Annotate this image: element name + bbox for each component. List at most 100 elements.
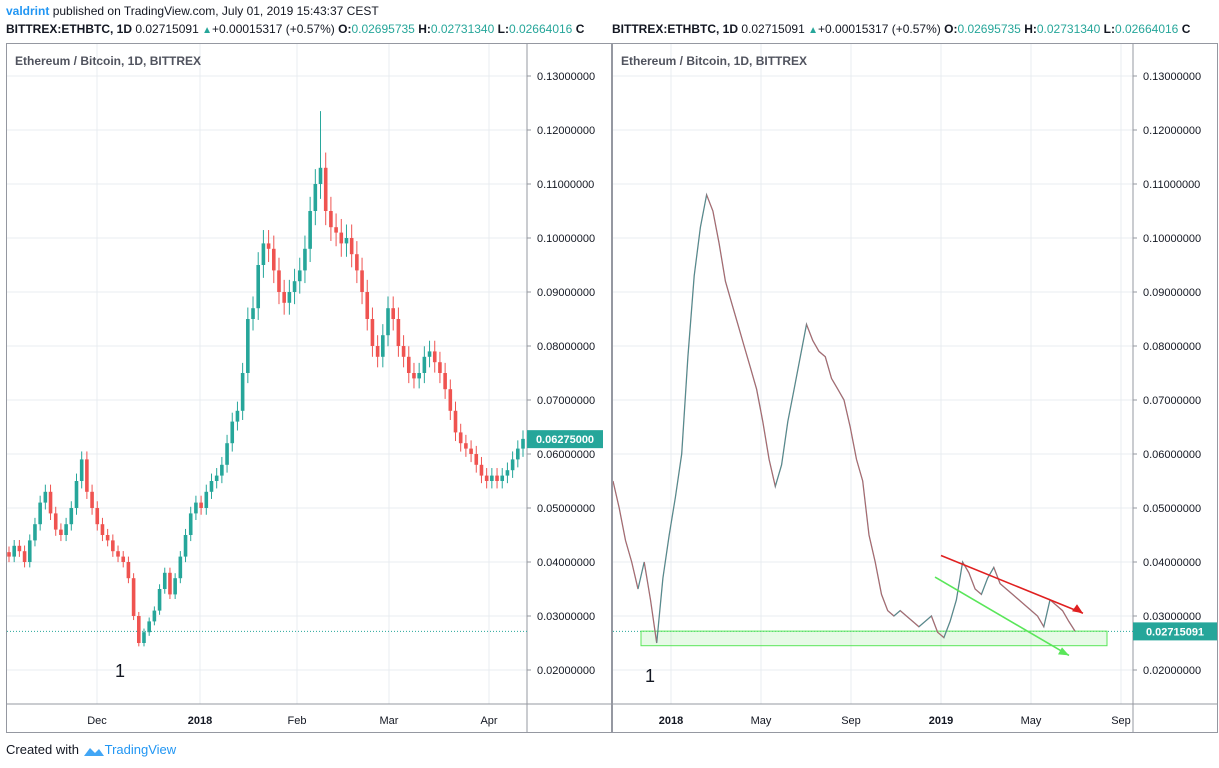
candle-body [318, 167, 323, 184]
red-trend-line [940, 554, 1084, 615]
chart-canvas-left[interactable]: 0.13000000 0.12000000 0.11000000 0.10000000… [7, 44, 611, 732]
chart-title: Ethereum / Bitcoin, 1D, BITTREX [621, 54, 808, 68]
candle-body [147, 621, 151, 633]
x-tick-label: Mar [380, 715, 399, 727]
candle-body [105, 535, 110, 541]
candle-body [370, 319, 375, 346]
candle-body [427, 351, 432, 357]
price-segment [974, 588, 982, 595]
candle-body [406, 356, 411, 373]
price-segment [737, 324, 745, 347]
price-segment [912, 621, 920, 628]
tradingview-link[interactable]: TradingView [104, 742, 177, 757]
candle-body [360, 270, 364, 292]
candle-body [100, 524, 105, 535]
price-segment [881, 594, 889, 611]
price-segment [1012, 594, 1020, 601]
price-segment [993, 567, 1001, 584]
y-tick-label: 0.02000000 [537, 665, 595, 677]
candle-body [22, 551, 27, 562]
up-arrow-icon: ▲ [808, 25, 818, 36]
price-segment [687, 275, 695, 357]
candle-body [261, 243, 266, 265]
footer: Created with TradingView [6, 742, 176, 758]
red-arrowhead [1072, 604, 1083, 614]
y-tick-label: 0.07000000 [1143, 395, 1201, 407]
low-value: 0.02664016 [508, 22, 573, 36]
open-value: 0.02695735 [351, 22, 415, 36]
tradingview-logo-icon[interactable] [83, 744, 105, 758]
candle-body [111, 540, 115, 552]
high-value: 0.02731340 [1036, 22, 1101, 36]
y-tick-label: 0.04000000 [537, 557, 595, 569]
candle-body [516, 448, 520, 460]
y-tick-label: 0.05000000 [537, 503, 595, 515]
price-segment [962, 561, 970, 573]
price-segment [1024, 604, 1032, 611]
price-segment [1018, 599, 1026, 606]
open-label: O: [944, 22, 958, 36]
candle-body [152, 610, 157, 622]
candle-body [59, 529, 63, 535]
candle-body [381, 335, 385, 357]
candle-body [412, 373, 416, 379]
y-tick-label: 0.06000000 [1143, 449, 1201, 461]
chart-panel-right[interactable]: 0.13000000 0.12000000 0.11000000 0.10000000… [612, 43, 1218, 733]
candle-body [271, 248, 276, 271]
candle-body [194, 502, 198, 514]
candle-body [85, 459, 89, 492]
price-label-box [527, 430, 603, 449]
candle-body [126, 562, 131, 579]
last-price: 0.02715091 [135, 22, 199, 36]
candle-body [329, 211, 333, 228]
y-tick-label: 0.07000000 [537, 395, 595, 407]
candle-body [453, 410, 458, 433]
x-tick-label: Sep [841, 715, 861, 727]
username-link[interactable]: valdrint [6, 4, 50, 18]
candle-body [495, 475, 499, 481]
high-value: 0.02731340 [430, 22, 495, 36]
y-tick-label: 0.12000000 [1143, 125, 1201, 137]
high-label: H: [1024, 22, 1037, 36]
candle-body [505, 470, 510, 476]
x-tick-label: Dec [87, 715, 107, 727]
price-segment [818, 351, 826, 358]
price-segment [768, 459, 776, 487]
price-segment [1043, 599, 1051, 627]
low-label: L: [497, 22, 509, 36]
price-segment [849, 426, 857, 460]
candle-body [339, 232, 344, 244]
price-segment [981, 578, 988, 595]
candle-body [432, 351, 437, 363]
candle-body [401, 346, 406, 357]
price-segment [924, 615, 932, 622]
up-arrow-icon: ▲ [202, 25, 212, 36]
candle-body [490, 475, 494, 481]
price-segment [806, 324, 814, 341]
candle-body [131, 578, 136, 616]
y-tick-label: 0.11000000 [1143, 179, 1200, 191]
price-segment [643, 561, 651, 600]
candle-body [17, 545, 22, 552]
y-tick-label: 0.03000000 [537, 611, 595, 623]
price-segment [787, 389, 795, 422]
candle-body [27, 540, 32, 562]
candle-body [220, 464, 224, 476]
chart-panel-left[interactable]: 0.13000000 0.12000000 0.11000000 0.10000000… [6, 43, 612, 733]
price-segment [1031, 610, 1038, 617]
low-label: L: [1103, 22, 1115, 36]
candle-body [204, 491, 209, 508]
green-arrowhead [1058, 647, 1069, 656]
candle-body [121, 556, 126, 562]
candle-body [282, 292, 286, 303]
close-label: C [575, 22, 585, 36]
candle-body [349, 238, 354, 255]
y-tick-label: 0.13000000 [537, 71, 595, 83]
price-segment [756, 389, 764, 422]
price-segment [693, 227, 701, 276]
price-segment [731, 302, 739, 325]
price-segment [949, 599, 957, 622]
candle-body [448, 389, 453, 411]
price-segment [906, 615, 913, 622]
chart-canvas-right[interactable]: 0.13000000 0.12000000 0.11000000 0.10000000… [613, 44, 1217, 732]
